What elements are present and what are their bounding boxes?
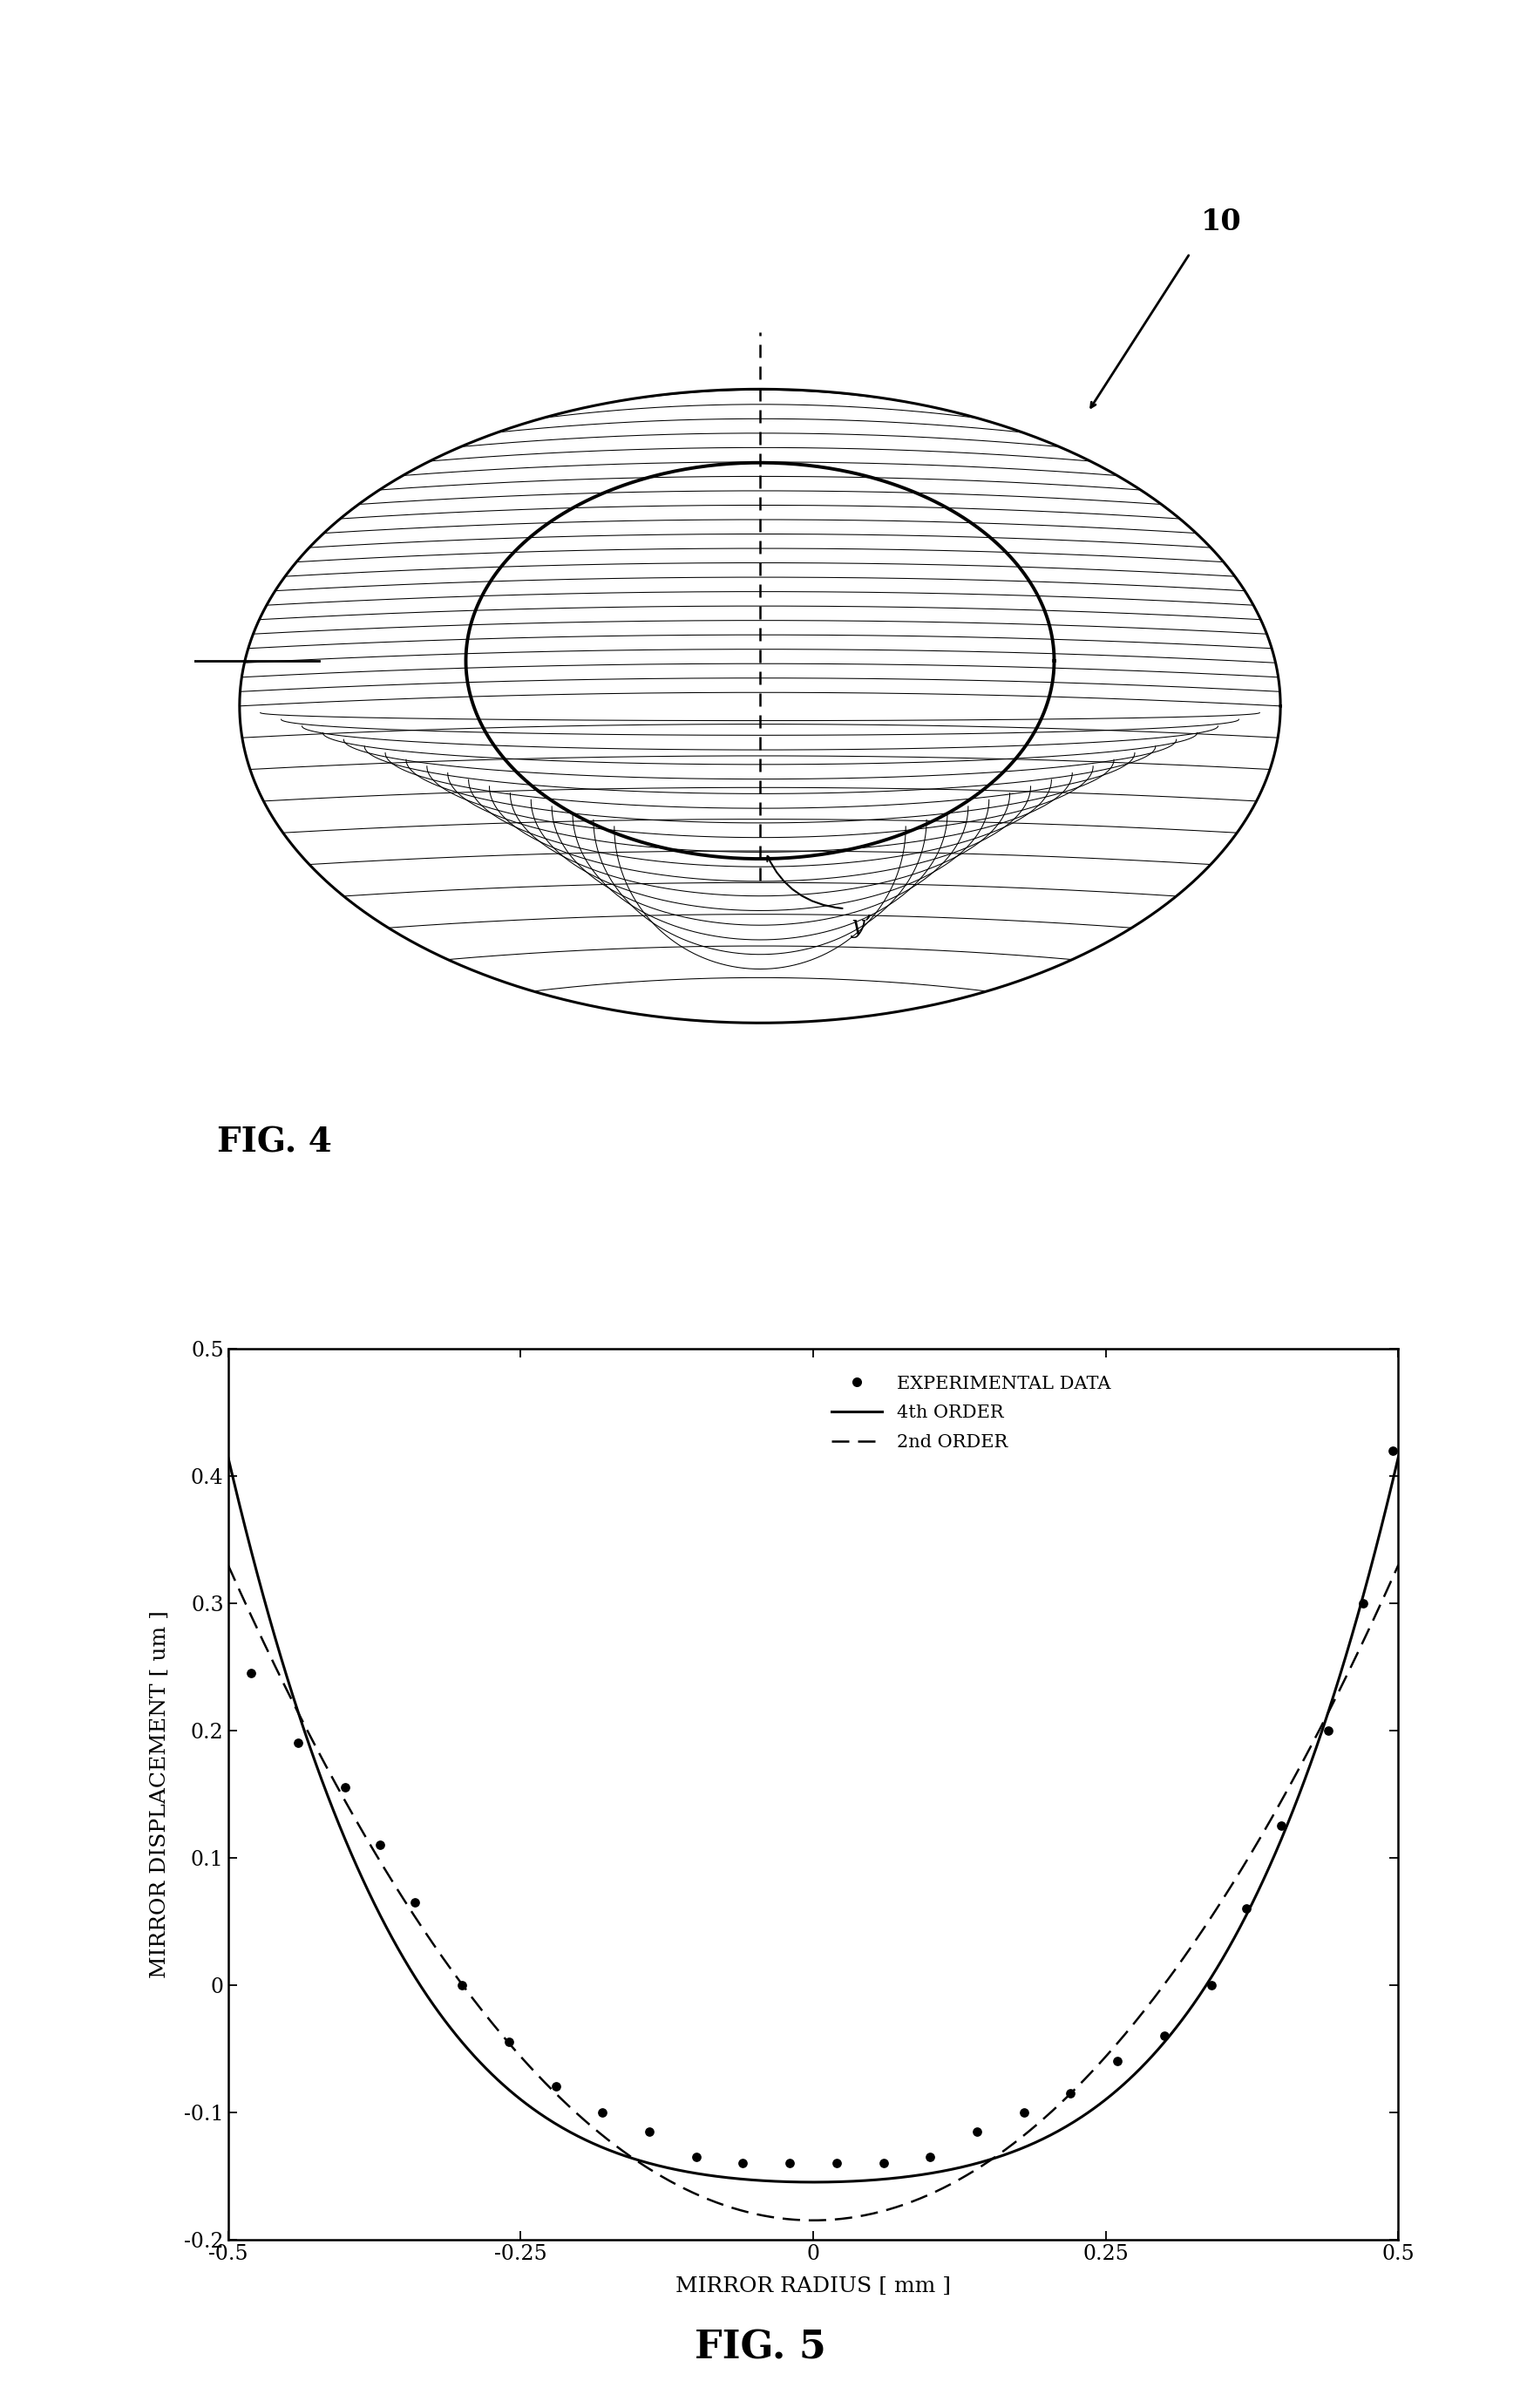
Point bbox=[1234, 1890, 1259, 1929]
Point bbox=[1351, 1584, 1376, 1623]
Point bbox=[778, 2143, 803, 2182]
Point bbox=[1380, 1430, 1404, 1469]
Text: 10: 10 bbox=[1201, 207, 1242, 236]
Point bbox=[1105, 2042, 1129, 2081]
Point bbox=[450, 1965, 474, 2003]
Text: y’: y’ bbox=[851, 915, 872, 937]
Point bbox=[403, 1883, 427, 1922]
Point bbox=[918, 2138, 942, 2177]
Point bbox=[731, 2143, 755, 2182]
Point bbox=[1012, 2093, 1037, 2131]
Point bbox=[824, 2143, 848, 2182]
Point bbox=[497, 2023, 521, 2061]
Point bbox=[637, 2112, 661, 2150]
Point bbox=[590, 2093, 614, 2131]
Point bbox=[871, 2143, 895, 2182]
Text: FIG. 5: FIG. 5 bbox=[695, 2329, 825, 2367]
Point bbox=[333, 1767, 357, 1806]
Point bbox=[965, 2112, 990, 2150]
Point bbox=[1199, 1965, 1224, 2003]
Point bbox=[1269, 1806, 1294, 1845]
Point bbox=[1152, 2015, 1176, 2054]
Point bbox=[684, 2138, 708, 2177]
Point bbox=[368, 1825, 392, 1864]
Point bbox=[239, 1654, 263, 1693]
Text: FIG. 4: FIG. 4 bbox=[217, 1125, 331, 1158]
Y-axis label: MIRROR DISPLACEMENT [ um ]: MIRROR DISPLACEMENT [ um ] bbox=[149, 1611, 169, 1977]
X-axis label: MIRROR RADIUS [ mm ]: MIRROR RADIUS [ mm ] bbox=[675, 2276, 952, 2295]
Point bbox=[544, 2068, 568, 2107]
Point bbox=[1058, 2073, 1082, 2112]
Point bbox=[1316, 1712, 1341, 1751]
Point bbox=[286, 1724, 310, 1763]
Legend: EXPERIMENTAL DATA, 4th ORDER, 2nd ORDER: EXPERIMENTAL DATA, 4th ORDER, 2nd ORDER bbox=[822, 1365, 1120, 1459]
